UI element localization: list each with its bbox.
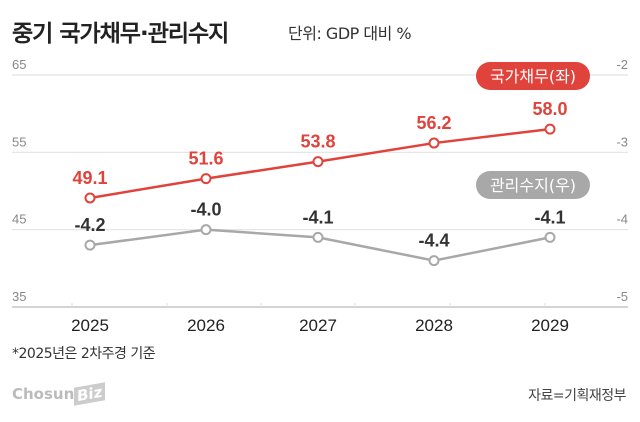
data-label: 58.0 <box>532 99 567 119</box>
x-tick-label: 2029 <box>531 316 569 335</box>
data-label: 49.1 <box>72 168 107 188</box>
x-tick-label: 2026 <box>187 316 225 335</box>
line-chart: 65 -2 55 -3 45 -4 35 -5 2025 2026 2027 2028 2029 49.1… <box>12 57 628 335</box>
data-point <box>428 255 440 267</box>
data-label: -4.1 <box>302 207 333 227</box>
right-tick-label: -2 <box>616 57 628 72</box>
data-point <box>200 224 212 236</box>
footnote: *2025년은 2차주경 기준 <box>12 346 156 362</box>
data-point <box>200 173 212 185</box>
x-tick-label: 2025 <box>71 316 109 335</box>
data-point <box>312 231 324 243</box>
unit-label: 단위: GDP 대비 % <box>288 24 412 43</box>
right-tick-label: -3 <box>616 134 628 149</box>
left-tick-label: 55 <box>12 134 26 149</box>
data-label: -4.4 <box>418 231 449 251</box>
x-tick-label: 2028 <box>415 316 453 335</box>
data-point <box>544 123 556 135</box>
data-point <box>428 137 440 149</box>
left-tick-label: 65 <box>12 57 26 72</box>
legend-badge <box>476 62 590 90</box>
chosunbiz-logo: Chosun Biz <box>12 382 106 406</box>
data-label: -4.0 <box>190 200 221 220</box>
data-label: 51.6 <box>188 149 223 169</box>
legend-badge <box>476 171 590 199</box>
data-label: 53.8 <box>300 132 335 152</box>
right-tick-label: -5 <box>616 289 628 304</box>
x-tick-label: 2027 <box>299 316 337 335</box>
data-point <box>312 156 324 168</box>
data-label: 56.2 <box>416 113 451 133</box>
source-label: 자료=기획재정부 <box>528 388 626 404</box>
data-label: -4.1 <box>534 207 565 227</box>
legend-label: 관리수지(우) <box>490 176 576 195</box>
legend-label: 국가채무(좌) <box>490 67 576 86</box>
left-tick-label: 45 <box>12 212 26 227</box>
right-tick-label: -4 <box>616 212 628 227</box>
data-point <box>84 192 96 204</box>
chart-title: 중기 국가채무·관리수지 <box>12 21 229 47</box>
data-label: -4.2 <box>74 215 105 235</box>
left-tick-label: 35 <box>12 289 26 304</box>
data-point <box>84 239 96 251</box>
data-point <box>544 231 556 243</box>
